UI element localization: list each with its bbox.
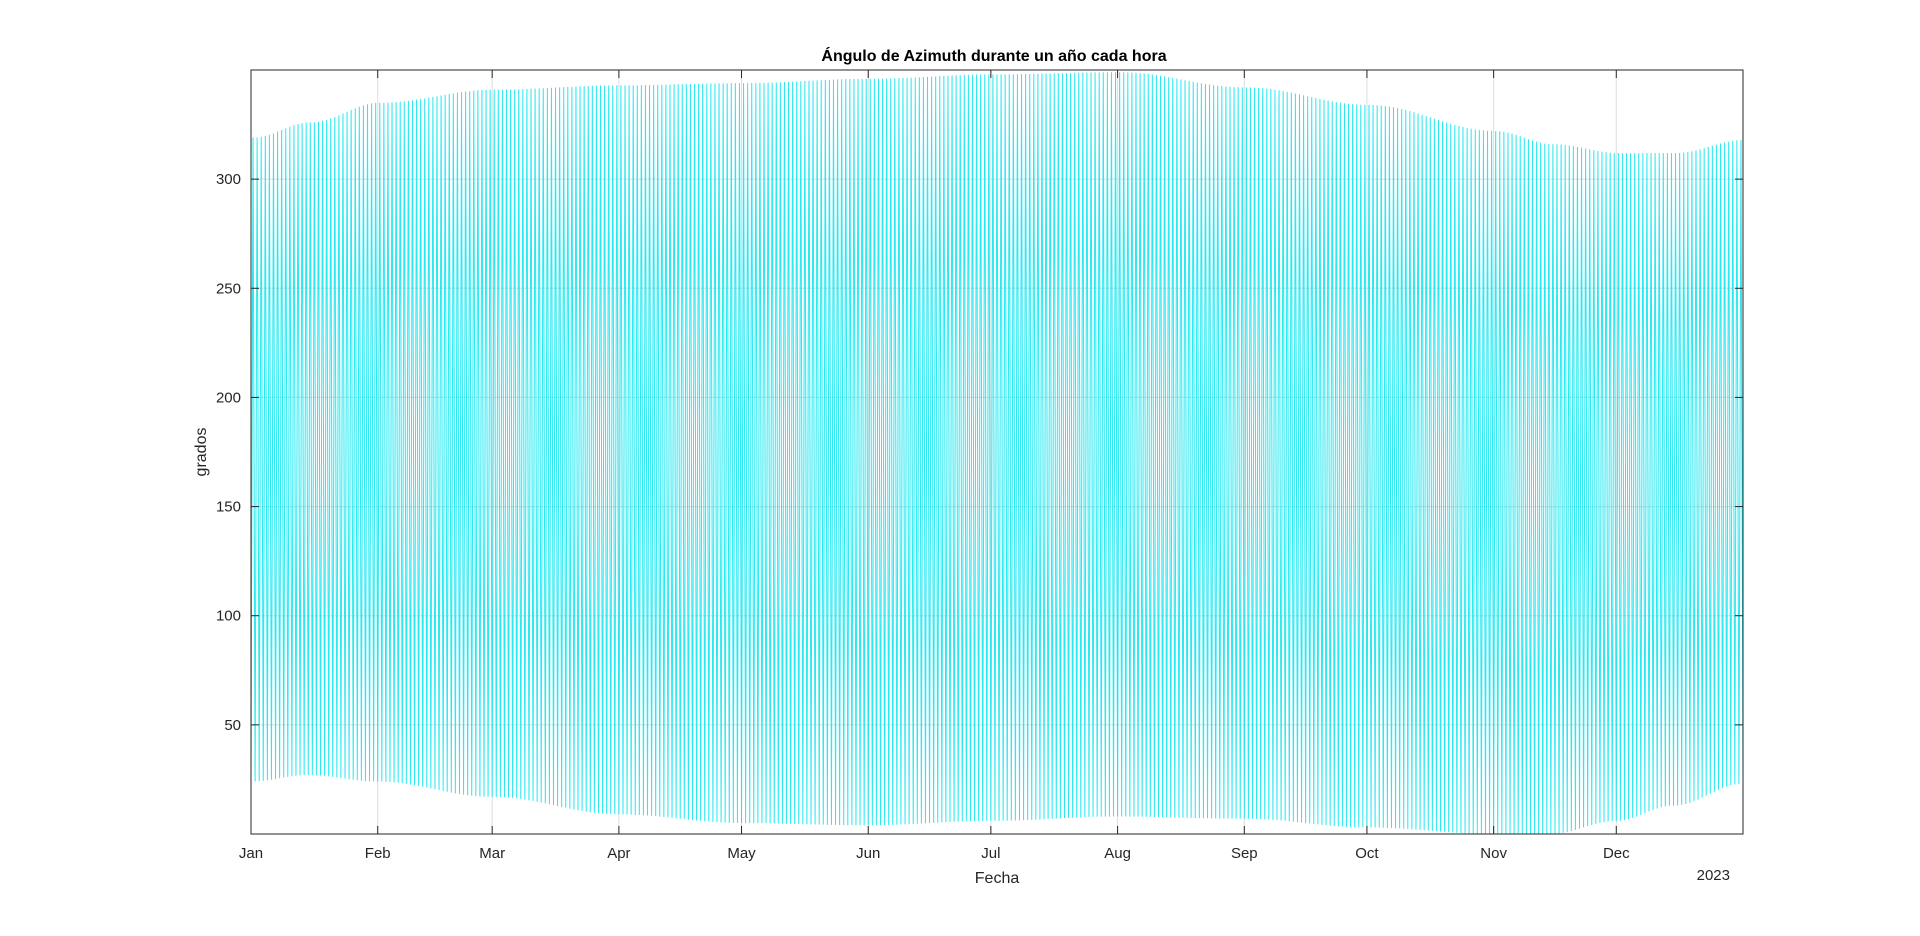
y-tick-labels: 50 100 150 200 250 300: [216, 171, 241, 734]
x-tick-label: Dec: [1603, 845, 1630, 862]
x-tick-label: Feb: [365, 845, 391, 862]
chart-title: Ángulo de Azimuth durante un año cada ho…: [821, 46, 1166, 65]
y-tick-label: 250: [216, 280, 241, 297]
y-tick-label: 100: [216, 608, 241, 625]
y-axis-label: grados: [193, 428, 210, 477]
x-tick-label: Aug: [1104, 845, 1131, 862]
y-tick-label: 300: [216, 171, 241, 188]
x-axis-label: Fecha: [975, 870, 1020, 887]
x-tick-label: Jun: [856, 845, 880, 862]
y-tick-label: 200: [216, 389, 241, 406]
year-label: 2023: [1697, 867, 1730, 884]
x-tick-labels: Jan Feb Mar Apr May Jun Jul Aug Sep Oct Nov Dec: [239, 845, 1630, 862]
x-tick-label: Jul: [981, 845, 1000, 862]
x-tick-label: Sep: [1231, 845, 1258, 862]
data-series: [250, 72, 1744, 835]
y-tick-label: 150: [216, 499, 241, 516]
x-tick-label: Oct: [1355, 845, 1379, 862]
x-tick-label: Jan: [239, 845, 263, 862]
x-tick-label: Apr: [607, 845, 630, 862]
y-tick-label: 50: [224, 717, 241, 734]
plot-frame: [250, 69, 1744, 835]
x-tick-label: Mar: [479, 845, 505, 862]
axis-ticks: [250, 70, 1743, 834]
x-tick-label: May: [727, 845, 756, 862]
azimuth-series-line: [250, 72, 1744, 835]
x-tick-label: Nov: [1480, 845, 1507, 862]
